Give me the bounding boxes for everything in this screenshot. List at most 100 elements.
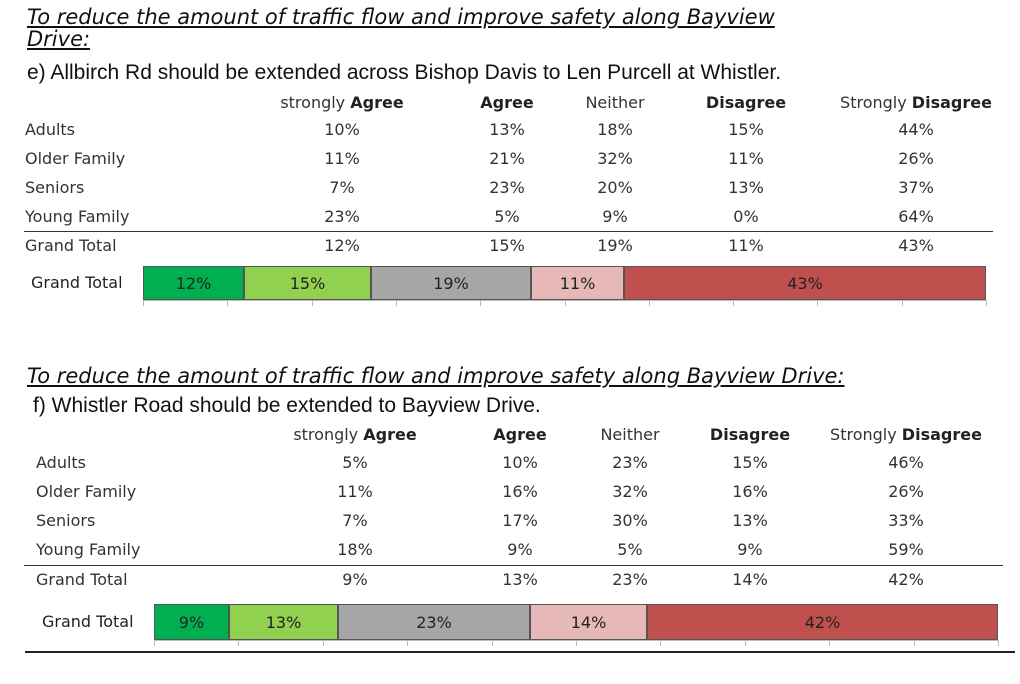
table-row-label: Young Family (36, 540, 141, 559)
grand-total-row-value: 42% (888, 570, 924, 589)
question-text: e) Allbirch Rd should be extended across… (27, 61, 782, 84)
bar-segment-neither: 23% (338, 604, 530, 640)
axis-tick (733, 300, 734, 306)
axis-tick (829, 640, 830, 646)
survey-section-e: To reduce the amount of traffic flow and… (0, 0, 1020, 330)
table-row-value: 23% (324, 207, 360, 226)
axis-tick (312, 300, 313, 306)
stacked-bar: 12% 15% 19% 11% 43% (143, 266, 986, 300)
table-row-value: 23% (489, 178, 525, 197)
grand-total-row-label: Grand Total (36, 570, 128, 589)
column-header: Disagree (670, 425, 830, 444)
table-row-value: 13% (728, 178, 764, 197)
column-header-emphasis: Disagree (901, 425, 982, 444)
axis-tick (480, 300, 481, 306)
axis-tick (565, 300, 566, 306)
grand-total-row-value: 19% (597, 236, 633, 255)
axis-tick (576, 640, 577, 646)
axis-tick (998, 640, 999, 646)
axis-tick (492, 640, 493, 646)
bar-segment-neither: 19% (371, 266, 531, 300)
table-row-value: 32% (612, 482, 648, 501)
table-row-value: 18% (337, 540, 373, 559)
table-row-value: 7% (342, 511, 368, 530)
table-row-value: 64% (898, 207, 934, 226)
table-row-value: 13% (732, 511, 768, 530)
column-header-text: Strongly (840, 93, 912, 112)
stacked-bar: 9% 13% 23% 14% 42% (154, 604, 998, 640)
bottom-divider (25, 651, 1015, 653)
column-header: Disagree (666, 93, 826, 112)
column-header: Strongly Disagree (826, 425, 986, 444)
grand-total-row-value: 9% (342, 570, 368, 589)
bar-segment-strongly-disagree: 42% (647, 604, 998, 640)
column-header: Strongly Disagree (836, 93, 996, 112)
table-row-label: Seniors (25, 178, 85, 197)
axis-tick (817, 300, 818, 306)
axis-tick (227, 300, 228, 306)
table-row-value: 32% (597, 149, 633, 168)
bar-category-label: Grand Total (42, 612, 134, 631)
table-row-value: 11% (728, 149, 764, 168)
axis-tick (396, 300, 397, 306)
table-row-value: 15% (728, 120, 764, 139)
bar-segment-disagree: 11% (531, 266, 624, 300)
column-header-emphasis: Agree (493, 425, 547, 444)
column-header-emphasis: Disagree (709, 425, 791, 444)
column-header-emphasis: Agree (350, 93, 404, 112)
table-row-value: 5% (494, 207, 520, 226)
heading-line-2: Drive: (27, 27, 91, 51)
table-row-value: 0% (733, 207, 759, 226)
table-row-label: Young Family (25, 207, 130, 226)
section-heading: To reduce the amount of traffic flow and… (27, 365, 845, 387)
bar-segment-agree: 13% (229, 604, 338, 640)
column-header-emphasis: Agree (363, 425, 417, 444)
table-row-value: 10% (324, 120, 360, 139)
table-row-value: 30% (612, 511, 648, 530)
table-row-value: 9% (507, 540, 533, 559)
table-row-value: 33% (888, 511, 924, 530)
table-row-value: 15% (732, 453, 768, 472)
axis-tick (986, 300, 987, 306)
bar-segment-agree: 15% (244, 266, 371, 300)
table-row-label: Adults (36, 453, 87, 472)
axis-tick (914, 640, 915, 646)
total-separator-line (24, 231, 993, 232)
table-row-label: Older Family (36, 482, 137, 501)
table-row-value: 16% (502, 482, 538, 501)
heading-line-1: To reduce the amount of traffic flow and… (27, 364, 845, 388)
table-row-label: Older Family (25, 149, 126, 168)
table-row-value: 9% (602, 207, 628, 226)
table-row-value: 7% (329, 178, 355, 197)
table-row-value: 13% (489, 120, 525, 139)
grand-total-row-value: 23% (612, 570, 648, 589)
heading-line-1: To reduce the amount of traffic flow and… (27, 5, 775, 29)
grand-total-row-value: 13% (502, 570, 538, 589)
grand-total-row-value: 11% (728, 236, 764, 255)
column-header-emphasis: Disagree (911, 93, 992, 112)
grand-total-row-label: Grand Total (25, 236, 117, 255)
column-header-text: strongly (280, 93, 351, 112)
bar-segment-disagree: 14% (530, 604, 647, 640)
axis-tick (902, 300, 903, 306)
table-row-value: 37% (898, 178, 934, 197)
table-row-label: Adults (25, 120, 76, 139)
table-row-value: 18% (597, 120, 633, 139)
grand-total-row-value: 43% (898, 236, 934, 255)
table-row-value: 26% (888, 482, 924, 501)
column-header: Neither (550, 425, 710, 444)
table-row-value: 10% (502, 453, 538, 472)
axis-tick (660, 640, 661, 646)
table-row-value: 16% (732, 482, 768, 501)
table-row-value: 23% (612, 453, 648, 472)
column-header-text: Neither (585, 93, 645, 112)
table-row-value: 11% (324, 149, 360, 168)
axis-tick (407, 640, 408, 646)
column-header: strongly Agree (262, 93, 422, 112)
column-header-text: Neither (600, 425, 660, 444)
axis-tick (238, 640, 239, 646)
column-header: strongly Agree (275, 425, 435, 444)
column-header-text: strongly (293, 425, 364, 444)
bar-category-label: Grand Total (31, 273, 123, 292)
